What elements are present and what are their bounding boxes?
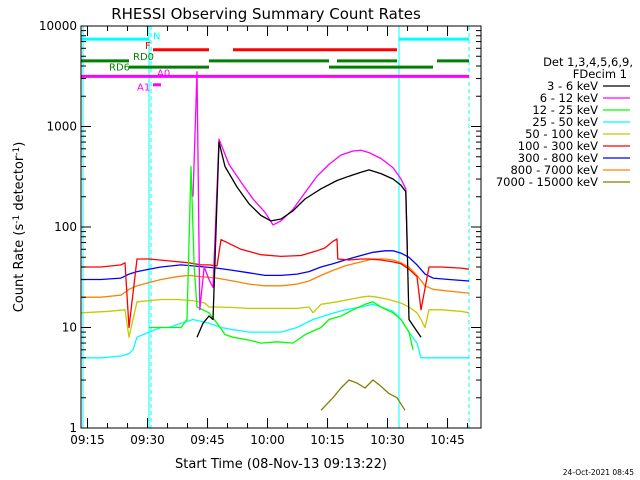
y-label-sup2: -1 [12,147,22,156]
flag-a1-label: A1 [137,82,150,93]
legend-label-25-50-kev: 25 - 50 keV [532,115,598,129]
legend-label-300-800-kev: 300 - 800 keV [518,151,598,165]
series-line-3-6-kev [196,141,422,338]
legend-label-100-300-kev: 100 - 300 keV [518,139,598,153]
y-label-mid: detector [12,155,27,215]
y-tick-label: 1000 [46,120,77,134]
y-label-end: ) [12,142,27,147]
x-axis-ticks: 09:15 09:30 09:45 10:00 10:15 10:30 10:45 [70,26,469,447]
y-tick-label: 10000 [39,19,77,33]
flag-a0-label: A0 [157,69,170,80]
generated-timestamp: 24-Oct-2021 08:45 [563,468,634,477]
flag-bars [81,37,469,87]
y-tick-label: 100 [54,220,77,234]
flag-rd0-label: RD0 [133,52,154,63]
flag-rd6-label: RD6 [109,63,130,74]
y-axis-ticks: 1 10 100 1000 10000 [39,19,481,435]
flag-f-label: F [145,41,151,52]
x-tick-label: 09:30 [130,433,165,447]
series-line-12-25-kev [149,165,414,350]
y-label-main: Count Rate (s [12,224,27,313]
series-line-800-7000-kev [81,258,470,298]
legend-label-50-100-kev: 50 - 100 keV [525,127,598,141]
legend-title-line2: FDecim 1 [573,67,627,81]
y-tick-label: 10 [62,321,77,335]
chart-title: RHESSI Observing Summary Count Rates [111,5,421,23]
legend-label-3-6-kev: 3 - 6 keV [547,79,598,93]
x-tick-label: 10:30 [370,433,405,447]
series-line-300-800-kev [81,250,470,282]
legend-label-12-25-kev: 12 - 25 keV [532,103,598,117]
x-tick-label: 09:15 [70,433,105,447]
series-line-25-50-kev [81,303,469,359]
series-line-7000-15000-kev [320,379,406,411]
y-label-sup1: -1 [12,215,22,224]
legend-label-7000-15000-kev: 7000 - 15000 keV [496,175,598,189]
legend-label-800-7000-kev: 800 - 7000 keV [510,163,598,177]
x-tick-label: 10:00 [250,433,285,447]
legend-label-6-12-kev: 6 - 12 keV [540,91,598,105]
series-lines [80,71,470,411]
series-line-6-12-kev [192,71,409,311]
legend-title-line1: Det 1,3,4,5,6,9, [543,55,633,69]
x-tick-label: 09:45 [190,433,225,447]
x-tick-label: 10:45 [430,433,465,447]
series-line-100-300-kev [81,238,470,329]
flag-n-label: N [153,31,160,42]
y-tick-label: 1 [69,421,77,435]
y-axis-label: Count Rate (s-1 detector-1) [12,142,27,313]
x-axis-label: Start Time (08-Nov-13 09:13:22) [175,457,387,472]
series-line-50-100-kev [80,295,470,338]
x-tick-label: 10:15 [310,433,345,447]
